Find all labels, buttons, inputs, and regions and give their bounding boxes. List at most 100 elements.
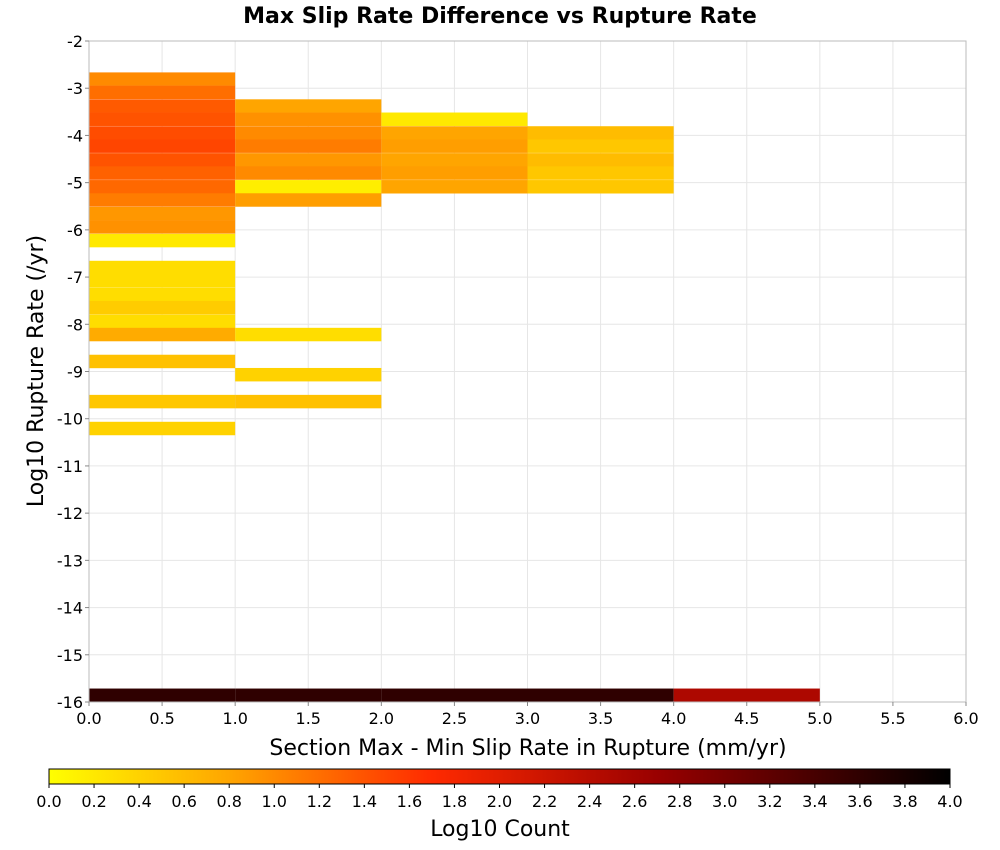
- heatmap-cells: [89, 72, 820, 702]
- heatmap-cell: [89, 300, 236, 315]
- heatmap-cell: [235, 166, 382, 180]
- heatmap-cell: [527, 688, 674, 702]
- y-tick-label: -14: [57, 599, 83, 618]
- y-tick-label: -12: [57, 504, 83, 523]
- colorbar-ticks: 0.0 0.2 0.4 0.6 0.8 1.0 1.2 1.4 1.6 1.8 2.0 2.2 2.4 2…: [36, 784, 963, 811]
- heatmap-cell: [89, 126, 236, 140]
- heatmap-cell: [235, 367, 382, 382]
- heatmap-cell: [381, 180, 528, 194]
- heatmap-cell: [89, 112, 236, 126]
- heatmap-cell: [89, 274, 236, 288]
- heatmap-cell: [235, 193, 382, 207]
- x-tick-label: 2.0: [369, 709, 394, 728]
- heatmap-cell: [89, 85, 236, 100]
- y-tick-label: -11: [57, 457, 83, 476]
- heatmap-cell: [527, 139, 674, 153]
- heatmap-cell: [89, 421, 236, 436]
- heatmap-cell: [235, 688, 382, 702]
- colorbar-tick-label: 2.6: [622, 792, 647, 811]
- x-tick-label: 0.5: [149, 709, 174, 728]
- colorbar-tick-label: 0.4: [126, 792, 151, 811]
- heatmap-cell: [89, 233, 236, 248]
- colorbar-tick-label: 1.8: [442, 792, 467, 811]
- y-tick-label: -4: [67, 126, 83, 145]
- heatmap-cell: [235, 153, 382, 167]
- heatmap-cell: [89, 260, 236, 275]
- heatmap-cell: [235, 180, 382, 194]
- heatmap-cell: [89, 354, 236, 369]
- heatmap-cell: [381, 166, 528, 180]
- heatmap-cell: [89, 314, 236, 329]
- heatmap-cell: [235, 139, 382, 153]
- heatmap-cell: [89, 166, 236, 180]
- y-tick-label: -15: [57, 646, 83, 665]
- heatmap-cell: [89, 206, 236, 221]
- heatmap-cell: [235, 126, 382, 140]
- heatmap-cell: [89, 180, 236, 194]
- y-tick-label: -2: [67, 32, 83, 51]
- y-tick-label: -9: [67, 363, 83, 382]
- colorbar-label: Log10 Count: [430, 817, 570, 842]
- heatmap-cell: [89, 139, 236, 153]
- colorbar-tick-label: 3.8: [892, 792, 917, 811]
- x-tick-label: 6.0: [953, 709, 978, 728]
- heatmap-cell: [527, 180, 674, 194]
- heatmap-cell: [381, 153, 528, 167]
- colorbar-tick-label: 1.6: [397, 792, 422, 811]
- heatmap-cell: [89, 220, 236, 234]
- y-tick-label: -10: [57, 410, 83, 429]
- chart-title: Max Slip Rate Difference vs Rupture Rate: [243, 4, 757, 29]
- x-tick-label: 3.5: [588, 709, 613, 728]
- y-tick-label: -6: [67, 221, 83, 240]
- y-tick-label: -5: [67, 174, 83, 193]
- y-tick-label: -8: [67, 315, 83, 334]
- x-axis-label: Section Max - Min Slip Rate in Rupture (…: [269, 736, 786, 761]
- colorbar-tick-label: 1.2: [307, 792, 332, 811]
- heatmap-cell: [89, 688, 236, 702]
- y-tick-label: -16: [57, 693, 83, 712]
- x-tick-label: 5.0: [807, 709, 832, 728]
- heatmap-cell: [381, 139, 528, 153]
- heatmap-cell: [527, 126, 674, 140]
- x-tick-label: 2.5: [442, 709, 467, 728]
- heatmap-cell: [235, 327, 382, 342]
- colorbar-tick-label: 2.2: [532, 792, 557, 811]
- colorbar-tick-label: 3.6: [847, 792, 872, 811]
- heatmap-cell: [89, 153, 236, 167]
- y-axis-ticks: -2 -3 -4 -5 -6 -7 -8 -9 -10 -11 -12 -13 -14 -15 -16: [57, 32, 89, 712]
- colorbar-tick-label: 3.2: [757, 792, 782, 811]
- colorbar-tick-label: 0.2: [81, 792, 106, 811]
- heatmap-cell: [89, 394, 236, 409]
- heatmap-cell: [381, 112, 528, 126]
- colorbar-tick-label: 1.0: [262, 792, 287, 811]
- heatmap-cell: [89, 327, 236, 342]
- x-tick-label: 5.5: [880, 709, 905, 728]
- heatmap-cell: [235, 394, 382, 409]
- colorbar-tick-label: 0.6: [171, 792, 196, 811]
- heatmap-cell: [89, 287, 236, 302]
- colorbar-tick-label: 1.4: [352, 792, 377, 811]
- x-tick-label: 4.5: [734, 709, 759, 728]
- y-tick-label: -13: [57, 551, 83, 570]
- colorbar-tick-label: 2.8: [667, 792, 692, 811]
- colorbar-tick-label: 0.8: [216, 792, 241, 811]
- colorbar-tick-label: 0.0: [36, 792, 61, 811]
- heatmap-cell: [673, 688, 820, 702]
- colorbar-tick-label: 2.0: [487, 792, 512, 811]
- colorbar-tick-label: 3.4: [802, 792, 827, 811]
- heatmap-cell: [381, 126, 528, 140]
- heatmap-cell: [381, 688, 528, 702]
- heatmap-cell: [89, 99, 236, 113]
- heatmap-cell: [527, 166, 674, 180]
- colorbar-tick-label: 4.0: [937, 792, 962, 811]
- y-tick-label: -7: [67, 268, 83, 287]
- x-tick-label: 0.0: [76, 709, 101, 728]
- x-axis-ticks: 0.0 0.5 1.0 1.5 2.0 2.5 3.0 3.5 4.0 4.5 5.0 5.5 6.0: [76, 702, 979, 728]
- heatmap-cell: [527, 153, 674, 167]
- heatmap-cell: [89, 193, 236, 207]
- x-tick-label: 1.0: [222, 709, 247, 728]
- heatmap-cell: [89, 72, 236, 86]
- y-tick-label: -3: [67, 79, 83, 98]
- x-tick-label: 1.5: [296, 709, 321, 728]
